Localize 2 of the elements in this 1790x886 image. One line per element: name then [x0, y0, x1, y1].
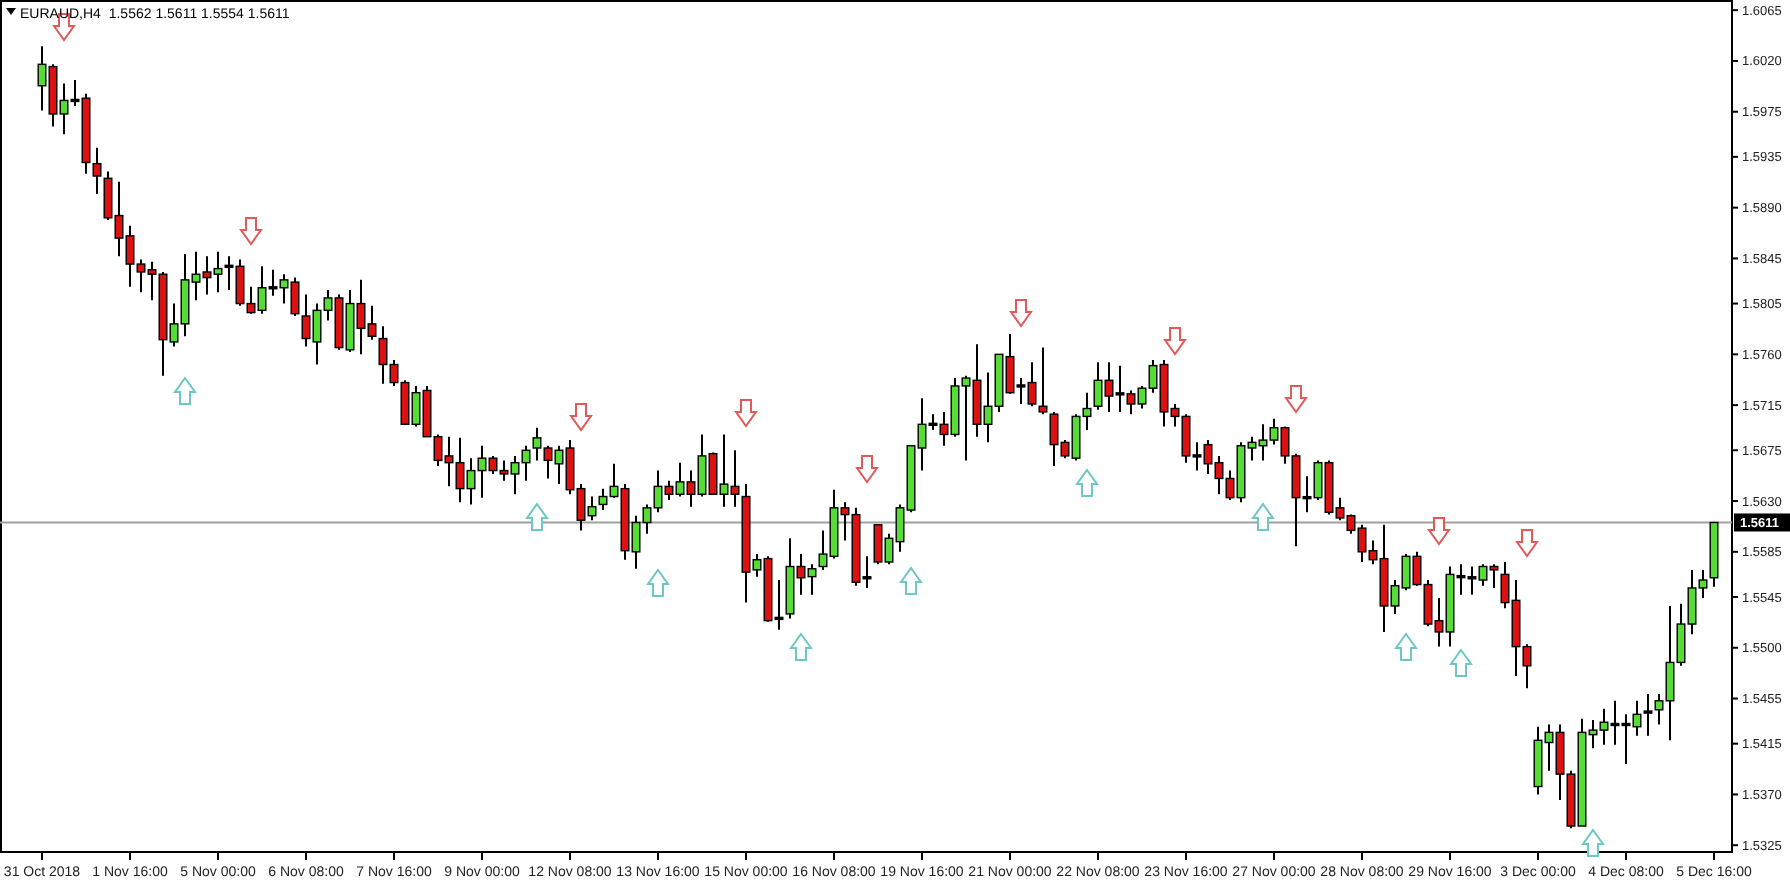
candlestick — [1038, 346, 1048, 416]
candlestick — [92, 146, 102, 196]
